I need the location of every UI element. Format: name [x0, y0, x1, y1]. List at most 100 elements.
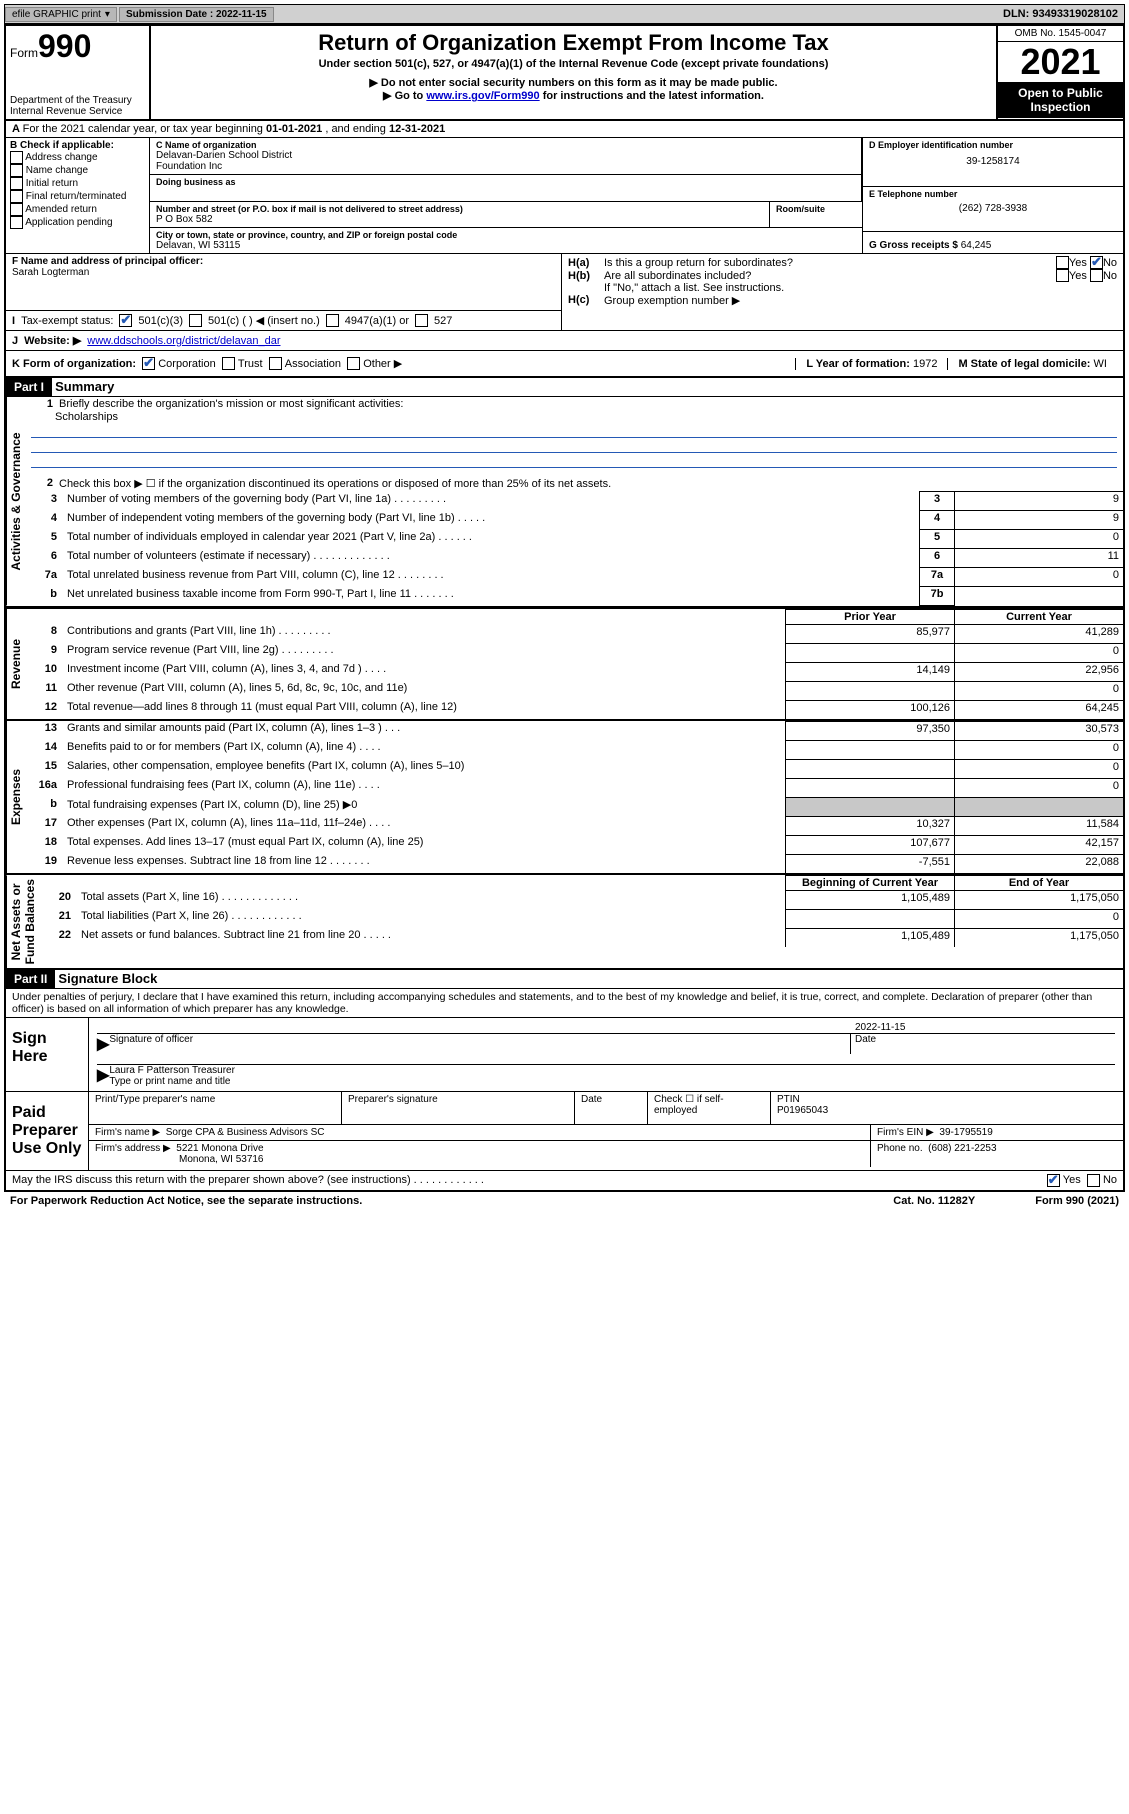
- checkbox-ha-yes[interactable]: [1056, 256, 1069, 269]
- blank-line: [31, 438, 1117, 453]
- vert-label-rev: Revenue: [6, 609, 25, 719]
- table-header-row: Beginning of Current Year End of Year: [39, 875, 1123, 890]
- efile-print-button[interactable]: efile GRAPHIC print ▾: [5, 7, 117, 22]
- table-row: 11 Other revenue (Part VIII, column (A),…: [25, 681, 1123, 700]
- lines-3-7: 3 Number of voting members of the govern…: [25, 491, 1123, 606]
- checkbox-hb-yes[interactable]: [1056, 269, 1069, 282]
- form-container: Form990 Department of the Treasury Inter…: [4, 24, 1125, 1192]
- checkbox-final[interactable]: [10, 190, 23, 203]
- row-k: K Form of organization: Corporation Trus…: [6, 351, 1123, 378]
- tax-year: 2021: [998, 42, 1123, 82]
- dept-treasury: Department of the Treasury: [10, 95, 145, 106]
- ein: 39-1258174: [869, 156, 1117, 167]
- penalty-text: Under penalties of perjury, I declare th…: [6, 989, 1123, 1018]
- checkbox-app-pending[interactable]: [10, 216, 23, 229]
- vert-label-exp: Expenses: [6, 721, 25, 873]
- checkbox-trust[interactable]: [222, 357, 235, 370]
- addr-label: Number and street (or P.O. box if mail i…: [156, 204, 763, 214]
- checkbox-hb-no[interactable]: [1090, 269, 1103, 282]
- sign-here-label: Sign Here: [6, 1018, 89, 1091]
- header-left: Form990 Department of the Treasury Inter…: [6, 26, 151, 119]
- info-right: D Employer identification number 39-1258…: [862, 138, 1123, 253]
- org-name-2: Foundation Inc: [156, 161, 855, 172]
- ptin-label: PTIN: [777, 1094, 1117, 1105]
- sign-here-block: Sign Here 2022-11-15 ▶ Signature of offi…: [6, 1018, 1123, 1092]
- d-label: D Employer identification number: [869, 140, 1117, 150]
- checkbox-addr-change[interactable]: [10, 151, 23, 164]
- arrow-icon: ▶: [97, 1034, 109, 1054]
- checkbox-assoc[interactable]: [269, 357, 282, 370]
- revenue-section: Revenue Prior Year Current Year 8 Contri…: [6, 608, 1123, 721]
- dropdown-icon: ▾: [105, 9, 110, 20]
- phone: (262) 728-3938: [869, 203, 1117, 214]
- expenses-section: Expenses 13 Grants and similar amounts p…: [6, 721, 1123, 875]
- irs-link[interactable]: www.irs.gov/Form990: [426, 90, 539, 102]
- header-right: OMB No. 1545-0047 2021 Open to Public In…: [996, 26, 1123, 119]
- c-name-label: C Name of organization: [156, 140, 855, 150]
- officer-typed-name: Laura F Patterson Treasurer: [109, 1065, 235, 1076]
- checkbox-other[interactable]: [347, 357, 360, 370]
- table-row: 22 Net assets or fund balances. Subtract…: [39, 928, 1123, 947]
- revenue-table: Prior Year Current Year 8 Contributions …: [25, 609, 1123, 719]
- table-row: 17 Other expenses (Part IX, column (A), …: [25, 816, 1123, 835]
- box-c: C Name of organization Delavan-Darien Sc…: [150, 138, 862, 253]
- prep-date-label: Date: [575, 1092, 648, 1124]
- part2-title: Signature Block: [58, 971, 157, 986]
- checkbox-501c[interactable]: [189, 314, 202, 327]
- g-label: G Gross receipts $: [869, 240, 958, 251]
- part2-header-row: Part II Signature Block: [6, 970, 1123, 989]
- table-row: 12 Total revenue—add lines 8 through 11 …: [25, 700, 1123, 719]
- part1-header-row: Part I Summary: [6, 378, 1123, 397]
- blank-line: [31, 423, 1117, 438]
- hb-note: If "No," attach a list. See instructions…: [568, 282, 1117, 294]
- f-label: F Name and address of principal officer:: [12, 256, 555, 267]
- dba-label: Doing business as: [156, 177, 855, 187]
- form-number: Form990: [10, 28, 145, 65]
- checkbox-amended[interactable]: [10, 203, 23, 216]
- room-label: Room/suite: [776, 204, 856, 214]
- paid-preparer-block: Paid Preparer Use Only Print/Type prepar…: [6, 1092, 1123, 1171]
- part2-label: Part II: [6, 970, 55, 988]
- e-label: E Telephone number: [869, 189, 1117, 199]
- omb-number: OMB No. 1545-0047: [998, 26, 1123, 42]
- sig-date-val: 2022-11-15: [855, 1022, 1115, 1033]
- header-sub3: ▶ Go to www.irs.gov/Form990 for instruct…: [159, 89, 988, 102]
- blank-line: [31, 453, 1117, 468]
- net-assets-table: Beginning of Current Year End of Year 20…: [39, 875, 1123, 947]
- header-center: Return of Organization Exempt From Incom…: [151, 26, 996, 119]
- checkbox-501c3[interactable]: [119, 314, 132, 327]
- prep-name-label: Print/Type preparer's name: [89, 1092, 342, 1124]
- part1-title: Summary: [55, 379, 114, 394]
- sig-date-label: Date: [850, 1034, 1115, 1054]
- checkbox-corp[interactable]: [142, 357, 155, 370]
- table-row: 16a Professional fundraising fees (Part …: [25, 778, 1123, 797]
- city-label: City or town, state or province, country…: [156, 230, 856, 240]
- form-title: Return of Organization Exempt From Incom…: [159, 30, 988, 56]
- open-inspection: Open to Public Inspection: [998, 82, 1123, 118]
- box-b-label: B Check if applicable:: [10, 140, 145, 151]
- paperwork-notice: For Paperwork Reduction Act Notice, see …: [10, 1195, 362, 1207]
- table-row: 14 Benefits paid to or for members (Part…: [25, 740, 1123, 759]
- activities-governance-section: Activities & Governance 1 Briefly descri…: [6, 397, 1123, 608]
- row-i: I Tax-exempt status: 501(c)(3) 501(c) ( …: [6, 311, 561, 330]
- website-link[interactable]: www.ddschools.org/district/delavan_dar: [87, 335, 280, 347]
- checkbox-527[interactable]: [415, 314, 428, 327]
- firm-name: Sorge CPA & Business Advisors SC: [166, 1127, 325, 1138]
- street-addr: P O Box 582: [156, 214, 763, 225]
- type-name-label: Type or print name and title: [109, 1076, 235, 1087]
- row-j: J Website: ▶ www.ddschools.org/district/…: [6, 331, 1123, 351]
- checkbox-4947[interactable]: [326, 314, 339, 327]
- checkbox-may-irs-no[interactable]: [1087, 1174, 1100, 1187]
- gross-receipts: 64,245: [961, 240, 992, 251]
- checkbox-name-change[interactable]: [10, 164, 23, 177]
- table-row: 19 Revenue less expenses. Subtract line …: [25, 854, 1123, 873]
- irs-label: Internal Revenue Service: [10, 106, 145, 117]
- firm-ein: 39-1795519: [939, 1127, 992, 1138]
- checkbox-initial[interactable]: [10, 177, 23, 190]
- table-row: 4 Number of independent voting members o…: [25, 511, 1123, 530]
- table-row: 13 Grants and similar amounts paid (Part…: [25, 721, 1123, 740]
- checkbox-may-irs-yes[interactable]: [1047, 1174, 1060, 1187]
- arrow-icon: ▶: [97, 1065, 109, 1087]
- info-block: B Check if applicable: Address change Na…: [6, 138, 1123, 254]
- checkbox-ha-no[interactable]: [1090, 256, 1103, 269]
